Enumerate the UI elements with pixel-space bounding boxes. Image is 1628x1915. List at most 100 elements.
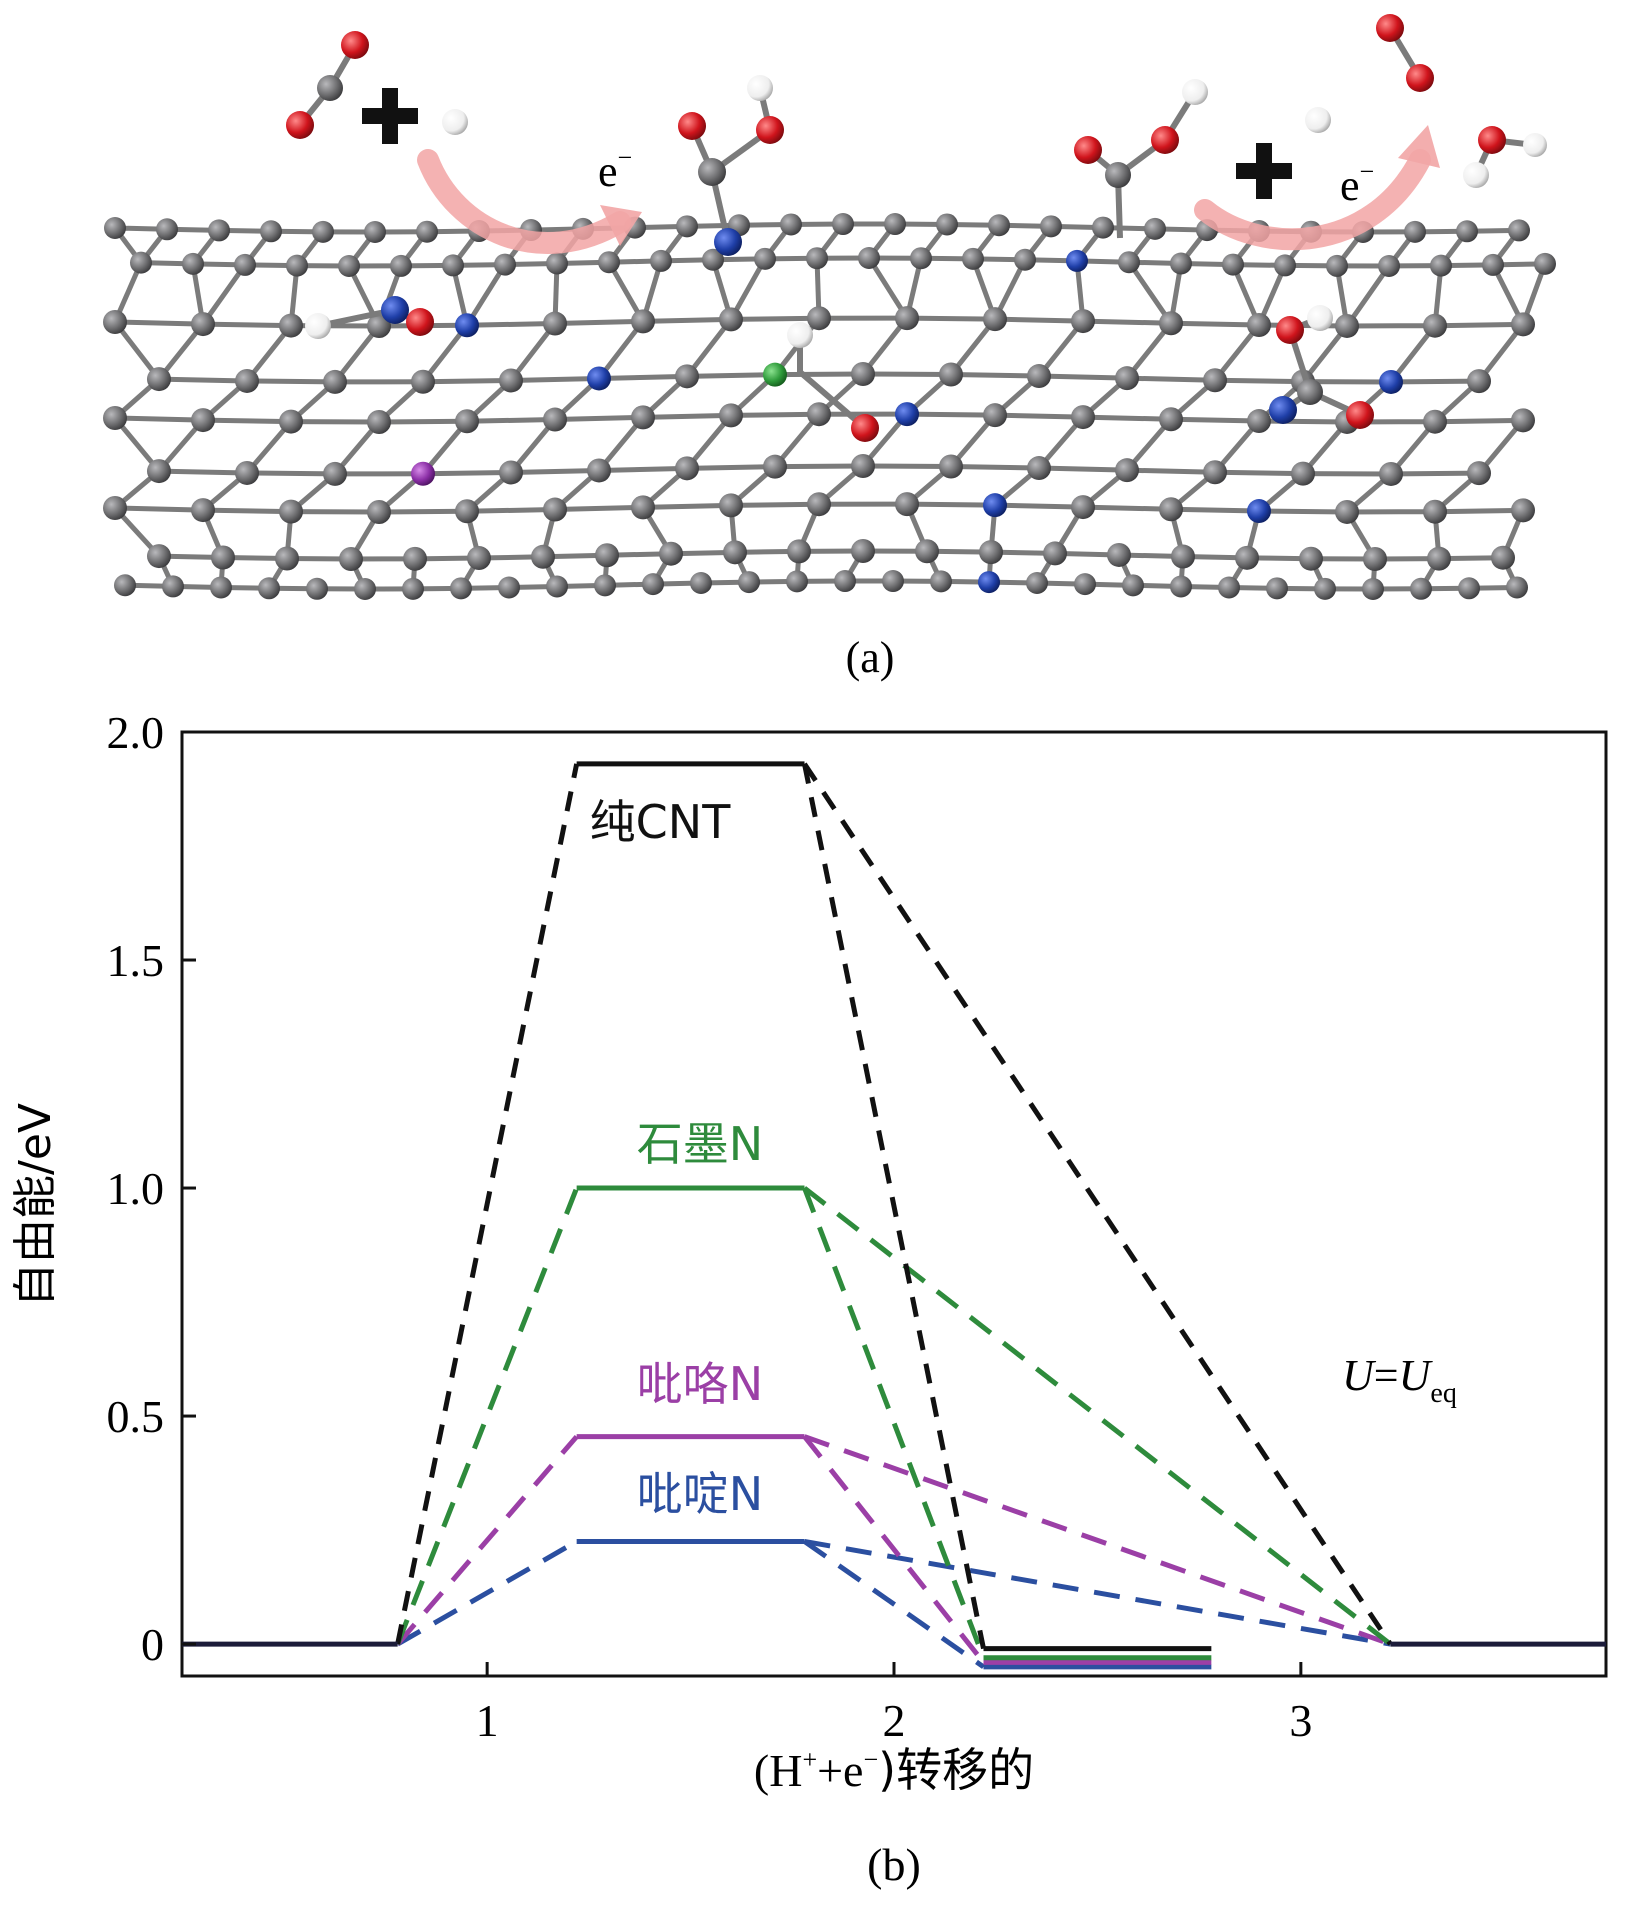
bond (202, 507, 292, 515)
carbon-atom (1074, 573, 1096, 596)
bond (950, 464, 1040, 471)
carbon-atom (698, 158, 726, 186)
carbon-atom (546, 575, 568, 598)
long-fall-line (804, 1539, 1391, 1647)
carbon-atom (403, 546, 427, 571)
bond (114, 505, 204, 513)
bond (1170, 506, 1260, 514)
carbon-atom (738, 571, 760, 594)
x-axis-label: (H++e−)转移的 (754, 1743, 1034, 1797)
carbon-atom (191, 498, 215, 523)
y-tick-label: 1.0 (107, 1163, 165, 1214)
carbon-atom (1326, 254, 1348, 277)
heteroatom (587, 366, 611, 391)
series-label: 吡啶N (637, 1467, 763, 1521)
carbon-atom (719, 493, 743, 518)
carbon-atom (983, 307, 1007, 332)
oxygen-atom (756, 116, 784, 144)
carbon-atom (1410, 577, 1432, 600)
carbon-atom (676, 215, 698, 238)
bond (114, 319, 204, 327)
bond (994, 502, 1084, 510)
carbon-atom (1379, 461, 1403, 486)
bond (642, 412, 732, 420)
carbon-atom (1107, 542, 1131, 567)
bond (158, 468, 248, 476)
carbon-atom (1014, 248, 1036, 271)
bond (1434, 321, 1524, 329)
carbon-atom (182, 252, 204, 275)
carbon-atom (1423, 499, 1447, 524)
oxygen-atom (1478, 126, 1506, 154)
carbon-atom (806, 247, 828, 270)
bond (246, 470, 336, 477)
series-label: 纯CNT (590, 795, 732, 849)
heteroatom (763, 362, 787, 387)
heteroatom (1247, 499, 1271, 524)
y-tick-label: 1.5 (107, 935, 165, 986)
carbon-atom (1508, 219, 1530, 242)
oxygen-atom (1346, 401, 1374, 429)
carbon-atom (442, 254, 464, 277)
hydrogen-atom (747, 75, 773, 101)
y-tick-label: 2.0 (107, 707, 165, 758)
bond (1434, 417, 1524, 425)
carbon-atom (1170, 575, 1192, 598)
electron-transfer-arrow (417, 149, 642, 254)
carbon-atom (1378, 254, 1400, 277)
heteroatom (978, 571, 1000, 594)
bond (246, 378, 336, 385)
carbon-atom (915, 539, 939, 564)
x-tick-label: 3 (1289, 1695, 1312, 1746)
carbon-atom (191, 408, 215, 433)
carbon-atom (939, 362, 963, 387)
carbon-atom (1203, 368, 1227, 393)
bond (554, 318, 644, 327)
carbon-atom (1423, 409, 1447, 434)
carbon-atom (1071, 405, 1095, 430)
bond (730, 411, 820, 418)
free-energy-chart: 0 0.5 1.0 1.5 2.0 1 2 3 纯CNT 石墨N 吡咯N 吡啶N U=Ueq 自由能… (10, 707, 1608, 1890)
carbon-atom (675, 456, 699, 481)
carbon-atom (1511, 408, 1535, 433)
carbon-atom (235, 460, 259, 485)
carbon-atom (531, 544, 555, 569)
oxygen-atom (1074, 136, 1102, 164)
carbon-atom (631, 405, 655, 430)
bond (1082, 414, 1172, 422)
bond (906, 501, 996, 508)
carbon-atom (1218, 576, 1240, 599)
carbon-atom (1027, 364, 1051, 389)
oxygen-atom (678, 112, 706, 140)
carbon-atom (851, 362, 875, 387)
oxygen-atom (1276, 316, 1304, 344)
carbon-atom (1235, 545, 1259, 570)
carbon-atom (234, 253, 256, 276)
hydrogen-atom (1523, 133, 1547, 157)
bond (730, 501, 820, 508)
bond (113, 320, 161, 381)
fall-line (802, 763, 986, 1650)
carbon-atom (1247, 313, 1271, 338)
bond (1258, 508, 1348, 515)
carbon-atom (631, 309, 655, 334)
carbon-atom (147, 459, 171, 484)
nitrogen-atom (1269, 396, 1297, 424)
bond (598, 465, 688, 473)
oxygen-atom (406, 308, 434, 336)
carbon-atom (1482, 253, 1504, 276)
carbon-atom (367, 409, 391, 434)
adsorbate-molecules (286, 14, 1547, 442)
oxygen-atom (851, 414, 879, 442)
carbon-atom (323, 461, 347, 486)
carbon-atom (1203, 460, 1227, 485)
bond (597, 319, 645, 380)
fall-line (802, 1187, 986, 1659)
carbon-atom (786, 570, 808, 593)
long-fall-line (802, 1186, 1392, 1647)
carbon-atom (1092, 216, 1114, 239)
carbon-atom (279, 499, 303, 524)
carbon-atom (279, 313, 303, 338)
electron-transfer-arrow (1194, 125, 1440, 251)
carbon-atom (494, 253, 516, 276)
